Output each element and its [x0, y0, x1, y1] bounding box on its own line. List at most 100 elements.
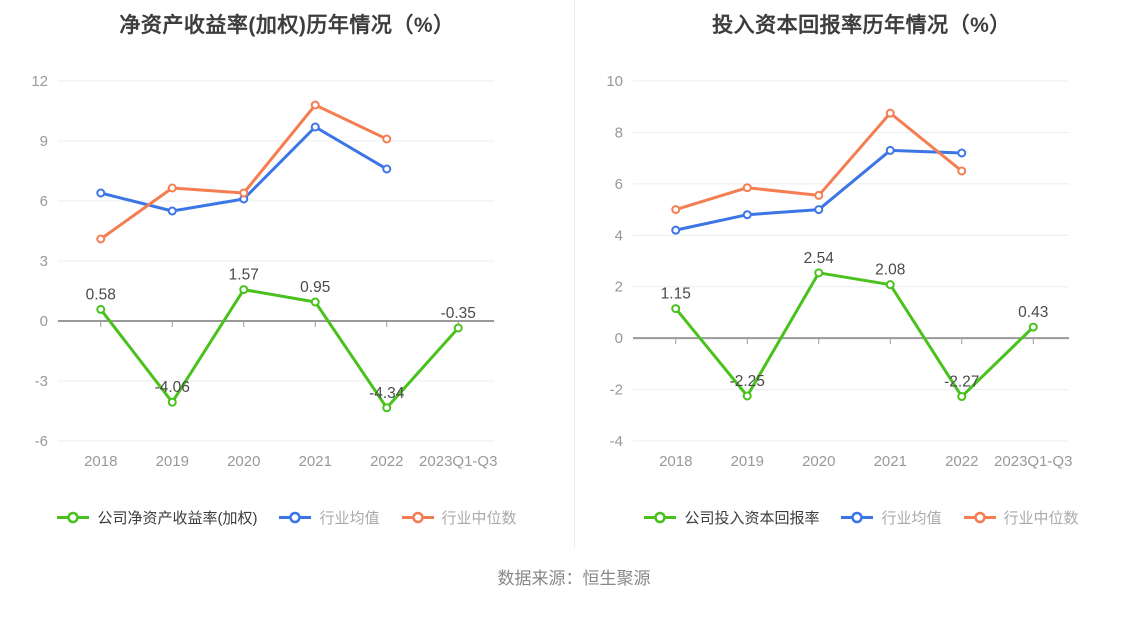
data-point — [382, 134, 392, 144]
roe-chart-canvas: 12 9 6 3 0 -3 -6 2018 2019 2020 2021 2022 2023Q1-Q3 0… — [31, 73, 497, 470]
data-point — [96, 304, 106, 314]
data-point — [957, 148, 967, 158]
data-point — [957, 392, 967, 402]
data-point — [382, 403, 392, 413]
legend-item-label: 行业均值 — [319, 510, 380, 527]
roic-chart-panel: 投入资本回报率历年情况（%） 10 8 6 4 2 0 -2 -4 2018 2019 2020 20… — [574, 0, 1148, 548]
y-axis-label: 6 — [615, 176, 623, 193]
legend-item-industry-median[interactable]: 行业中位数 — [401, 507, 517, 528]
data-point — [742, 210, 752, 220]
legend-line-marker-icon — [963, 511, 996, 524]
data-label: 0.95 — [300, 279, 330, 296]
x-axis-label: 2020 — [227, 453, 260, 470]
legend-line-marker-icon — [841, 511, 874, 524]
data-point — [453, 323, 463, 333]
legend-line-marker-icon — [57, 511, 90, 524]
data-label: 1.57 — [229, 267, 259, 284]
y-axis-label: -2 — [610, 382, 623, 399]
x-axis-label: 2022 — [370, 453, 403, 470]
legend-item-industry-median[interactable]: 行业中位数 — [963, 507, 1079, 528]
legend-item-label: 公司净资产收益率(加权) — [97, 510, 258, 527]
data-point — [671, 205, 681, 215]
legend-marker-ring — [411, 511, 424, 524]
data-label: 0.58 — [86, 286, 116, 303]
legend-item-label: 行业中位数 — [1003, 510, 1079, 527]
y-axis-label: 10 — [606, 73, 623, 90]
legend-item-company[interactable]: 公司投入资本回报率 — [644, 507, 819, 528]
data-point — [814, 205, 824, 215]
data-point — [885, 145, 895, 155]
x-axis-label: 2023Q1-Q3 — [994, 453, 1072, 470]
data-point — [310, 122, 320, 132]
legend-item-industry-avg[interactable]: 行业均值 — [279, 507, 380, 528]
data-point — [885, 108, 895, 118]
y-axis-label: 8 — [615, 124, 623, 141]
data-label: 1.15 — [661, 286, 691, 303]
x-axis-label: 2020 — [802, 453, 835, 470]
data-label: -2.27 — [944, 374, 979, 391]
y-axis-label: 2 — [615, 279, 623, 296]
x-axis-label: 2018 — [84, 453, 117, 470]
roe-chart-panel: 净资产收益率(加权)历年情况（%） 12 9 6 3 0 -3 -6 2018 2019 2020… — [0, 0, 574, 548]
data-label: 2.54 — [804, 250, 835, 267]
y-axis-label: 0 — [40, 313, 48, 330]
x-axis-label: 2021 — [874, 453, 907, 470]
y-axis-label: 6 — [40, 193, 48, 210]
data-point — [885, 280, 895, 290]
data-point — [167, 397, 177, 407]
y-axis-label: 9 — [40, 133, 48, 150]
roe-chart-legend: 公司净资产收益率(加权) 行业均值 行业中位数 — [0, 507, 574, 528]
legend-item-label: 行业中位数 — [441, 510, 517, 527]
data-point — [167, 183, 177, 193]
x-axis-label: 2019 — [731, 453, 764, 470]
data-point — [382, 164, 392, 174]
legend-line-marker-icon — [401, 511, 434, 524]
data-label: -2.25 — [730, 373, 765, 390]
x-axis-label: 2019 — [156, 453, 189, 470]
roic-chart-title: 投入资本回报率历年情况（%） — [712, 14, 1011, 37]
data-point — [957, 166, 967, 176]
legend-item-label: 行业均值 — [881, 510, 942, 527]
data-point — [310, 100, 320, 110]
legend-line-marker-icon — [279, 511, 312, 524]
data-point — [239, 285, 249, 295]
data-point — [1028, 322, 1038, 332]
series-line-0 — [99, 288, 460, 410]
y-axis-label: -4 — [610, 433, 623, 450]
y-axis-label: -6 — [35, 433, 48, 450]
x-axis-label: 2018 — [659, 453, 692, 470]
data-source-text: 数据来源：恒生聚源 — [497, 569, 651, 588]
legend-item-label: 公司投入资本回报率 — [684, 510, 820, 527]
legend-marker-ring — [67, 511, 80, 524]
data-point — [742, 391, 752, 401]
data-point — [814, 190, 824, 200]
data-label: 0.43 — [1018, 304, 1048, 321]
data-point — [671, 225, 681, 235]
roic-chart-legend: 公司投入资本回报率 行业均值 行业中位数 — [575, 507, 1148, 528]
series-line-1 — [674, 148, 964, 232]
data-point — [96, 234, 106, 244]
legend-line-marker-icon — [644, 511, 677, 524]
y-axis-label: 12 — [31, 73, 48, 90]
series-line-0 — [674, 271, 1035, 399]
y-axis-label: -3 — [35, 373, 48, 390]
data-point — [814, 268, 824, 278]
data-point — [96, 188, 106, 198]
data-label: 2.08 — [875, 262, 905, 279]
data-label: -4.34 — [369, 385, 405, 402]
roic-chart-canvas: 10 8 6 4 2 0 -2 -4 2018 2019 2020 2021 2022 2023Q1-Q3… — [606, 73, 1072, 470]
legend-item-industry-avg[interactable]: 行业均值 — [841, 507, 942, 528]
legend-item-company[interactable]: 公司净资产收益率(加权) — [57, 507, 257, 528]
data-point — [742, 183, 752, 193]
roe-chart-title: 净资产收益率(加权)历年情况（%） — [119, 14, 455, 37]
legend-marker-ring — [973, 511, 986, 524]
data-point — [671, 304, 681, 314]
x-axis-label: 2021 — [299, 453, 332, 470]
y-axis-label: 3 — [40, 253, 48, 270]
legend-marker-ring — [654, 511, 667, 524]
x-axis-label: 2023Q1-Q3 — [419, 453, 497, 470]
x-axis-label: 2022 — [945, 453, 978, 470]
legend-marker-ring — [851, 511, 864, 524]
charts-row: 净资产收益率(加权)历年情况（%） 12 9 6 3 0 -3 -6 2018 2019 2020… — [0, 0, 1148, 548]
